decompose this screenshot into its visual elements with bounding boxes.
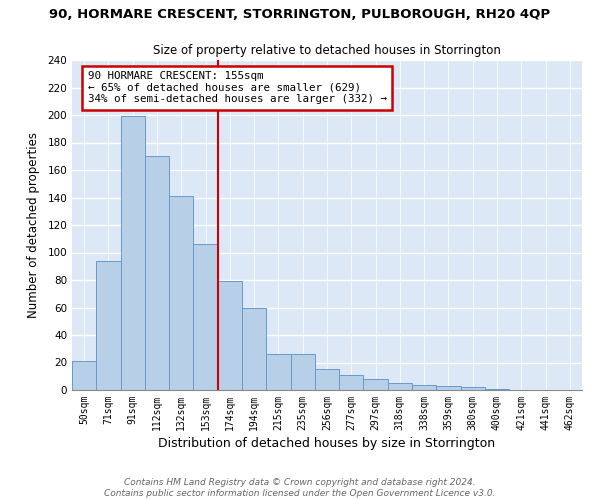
Bar [72, 361, 96, 390]
Bar [436, 386, 461, 390]
Text: Contains HM Land Registry data © Crown copyright and database right 2024.
Contai: Contains HM Land Registry data © Crown c… [104, 478, 496, 498]
Y-axis label: Number of detached properties: Number of detached properties [28, 132, 40, 318]
Bar [290, 354, 315, 390]
Bar [266, 354, 290, 390]
Text: 90, HORMARE CRESCENT, STORRINGTON, PULBOROUGH, RH20 4QP: 90, HORMARE CRESCENT, STORRINGTON, PULBO… [49, 8, 551, 20]
X-axis label: Distribution of detached houses by size in Storrington: Distribution of detached houses by size … [158, 437, 496, 450]
Title: Size of property relative to detached houses in Storrington: Size of property relative to detached ho… [153, 44, 501, 58]
Bar [121, 116, 145, 390]
Bar [364, 379, 388, 390]
Bar [315, 370, 339, 390]
Bar [218, 282, 242, 390]
Bar [193, 244, 218, 390]
Bar [145, 156, 169, 390]
Bar [461, 387, 485, 390]
Text: 90 HORMARE CRESCENT: 155sqm
← 65% of detached houses are smaller (629)
34% of se: 90 HORMARE CRESCENT: 155sqm ← 65% of det… [88, 71, 387, 104]
Bar [412, 384, 436, 390]
Bar [485, 388, 509, 390]
Bar [242, 308, 266, 390]
Bar [339, 375, 364, 390]
Bar [169, 196, 193, 390]
Bar [388, 383, 412, 390]
Bar [96, 261, 121, 390]
